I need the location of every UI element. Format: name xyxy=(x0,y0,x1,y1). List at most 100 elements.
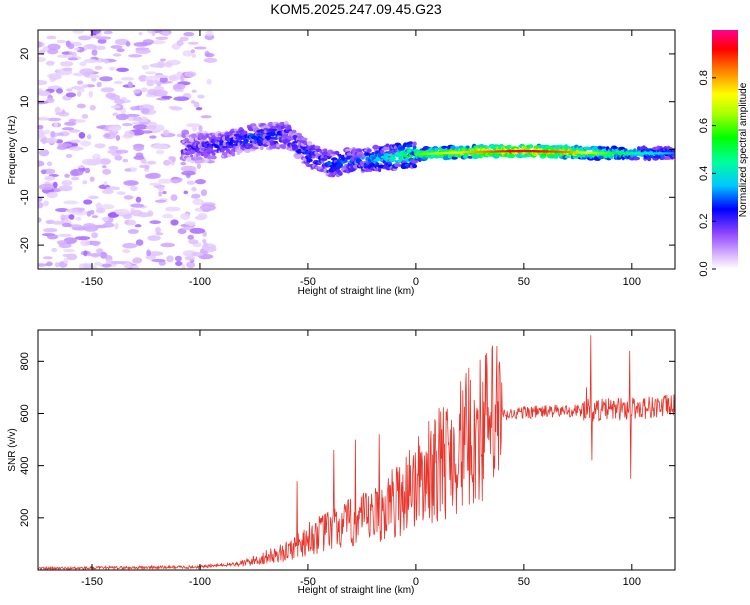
noise-cell xyxy=(56,88,63,94)
colorbar-tick-label: 0.4 xyxy=(698,166,710,181)
noise-cell xyxy=(38,217,42,223)
noise-cell xyxy=(154,199,167,203)
noise-cell xyxy=(180,74,185,82)
noise-cell xyxy=(115,113,129,121)
noise-cell xyxy=(92,265,97,269)
noise-cell xyxy=(38,263,48,267)
colorbar-tick-label: 0.8 xyxy=(698,70,710,85)
y-tick-label: -10 xyxy=(19,189,31,205)
noise-cell xyxy=(203,246,217,253)
noise-cell xyxy=(46,234,59,240)
colorbar-ticks: 0.0 0.2 0.4 0.6 0.8 xyxy=(698,70,716,277)
noise-cell xyxy=(66,88,73,92)
noise-cell xyxy=(194,208,203,212)
noise-cell xyxy=(86,253,102,257)
noise-cell xyxy=(114,98,125,105)
noise-cell xyxy=(47,117,62,122)
noise-cell xyxy=(95,157,101,165)
ridge-cell xyxy=(383,146,389,150)
noise-cell xyxy=(140,130,153,134)
noise-cell xyxy=(108,94,121,101)
noise-cell xyxy=(157,178,173,184)
noise-cell xyxy=(197,213,208,220)
noise-cell xyxy=(38,56,46,63)
noise-cell xyxy=(88,90,94,98)
noise-cell xyxy=(145,125,157,130)
noise-cell xyxy=(56,240,68,245)
spectrogram-x-axis-label: Height of straight line (km) xyxy=(298,286,415,297)
noise-cell xyxy=(104,133,111,138)
noise-cell xyxy=(38,149,50,157)
noise-cell xyxy=(158,191,163,197)
noise-cell xyxy=(77,35,92,41)
noise-cell xyxy=(57,54,71,58)
noise-cell xyxy=(160,242,175,248)
noise-cell xyxy=(205,53,215,58)
noise-cell xyxy=(149,135,157,139)
ridge-cell xyxy=(372,144,380,150)
noise-cell xyxy=(152,144,168,150)
noise-cell xyxy=(163,129,170,136)
x-tick-label: -50 xyxy=(300,576,316,588)
noise-cell xyxy=(141,64,150,70)
ridge-cell xyxy=(314,145,321,150)
noise-cell xyxy=(103,30,113,35)
noise-cell xyxy=(179,36,189,42)
noise-cell xyxy=(165,206,181,212)
noise-cell xyxy=(116,48,125,53)
noise-cell xyxy=(96,248,104,254)
noise-cell xyxy=(200,206,213,210)
ridge-cell xyxy=(646,156,652,162)
noise-cell xyxy=(83,58,98,64)
ridge-cell xyxy=(389,156,397,160)
noise-cell xyxy=(138,32,143,36)
noise-cell xyxy=(140,108,150,114)
noise-cell xyxy=(51,247,58,252)
noise-cell xyxy=(43,228,58,233)
ridge-cell xyxy=(196,156,203,160)
noise-cell xyxy=(155,150,165,155)
ridge-cell xyxy=(358,149,363,153)
noise-cell xyxy=(181,170,196,176)
noise-cell xyxy=(43,168,56,175)
noise-cell xyxy=(176,40,184,46)
ridge-cell xyxy=(251,146,259,150)
x-tick-label: 0 xyxy=(413,576,419,588)
noise-cell xyxy=(89,176,95,182)
noise-cell xyxy=(147,30,153,34)
noise-cell xyxy=(108,145,119,151)
noise-cell xyxy=(133,155,145,160)
noise-cell xyxy=(54,122,58,128)
ridge-cell xyxy=(345,148,350,153)
noise-cell xyxy=(114,155,123,161)
noise-cell xyxy=(100,87,115,93)
noise-cell xyxy=(132,116,142,122)
noise-cell xyxy=(181,264,186,269)
ridge-cell xyxy=(451,145,456,151)
noise-cell xyxy=(46,35,57,40)
noise-cell xyxy=(144,71,157,75)
noise-cell xyxy=(63,257,69,264)
noise-cell xyxy=(131,265,140,269)
ridge-cell xyxy=(210,155,217,160)
noise-cell xyxy=(46,191,58,199)
x-tick-label: -150 xyxy=(81,276,103,288)
noise-cell xyxy=(198,125,203,132)
ridge-cell xyxy=(334,150,339,155)
noise-cell xyxy=(133,145,145,152)
noise-cell xyxy=(94,143,106,149)
noise-cell xyxy=(171,156,176,163)
ridge-cell xyxy=(292,141,299,144)
noise-cell xyxy=(200,115,212,119)
noise-cell xyxy=(114,222,119,230)
ridge-cell xyxy=(506,144,512,148)
noise-cell xyxy=(132,124,149,130)
noise-cell xyxy=(153,74,169,79)
noise-cell xyxy=(130,106,140,111)
noise-cell xyxy=(180,162,187,166)
ridge-cell xyxy=(398,146,406,151)
noise-cell xyxy=(147,160,156,165)
noise-cell xyxy=(153,124,165,132)
figure-title: KOM5.2025.247.09.45.G23 xyxy=(270,1,441,17)
